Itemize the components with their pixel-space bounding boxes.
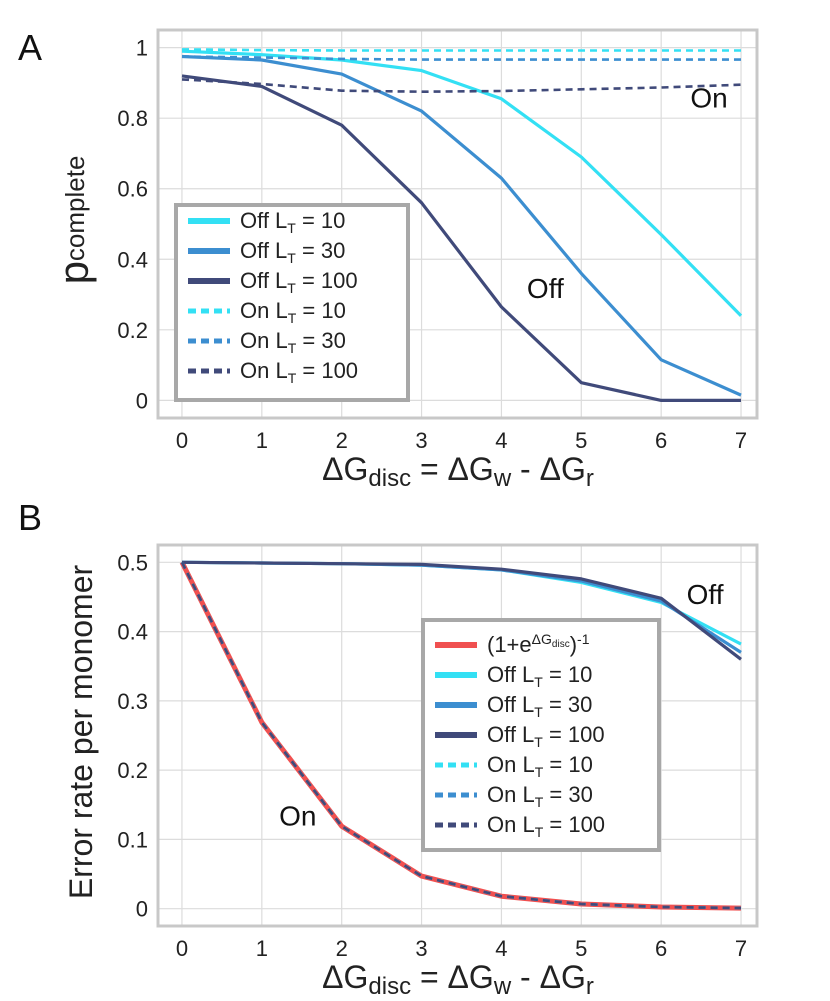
chart-a-series-line — [181, 78, 742, 93]
chart-a-ytick-label: 0.2 — [117, 318, 148, 343]
chart-a-legend — [174, 203, 410, 402]
chart-b-xtick-label: 5 — [575, 936, 587, 961]
chart-b-annotation: On — [279, 801, 316, 832]
chart-a-legend-entry: On LT = 10 — [240, 298, 346, 326]
chart-a-legend-entry: On LT = 30 — [240, 328, 346, 356]
chart-b-ytick-label: 0.4 — [117, 620, 148, 645]
chart-b-series-line — [180, 561, 742, 910]
chart-a-annotation: Off — [527, 273, 564, 304]
chart-b-ytick-label: 0.3 — [117, 689, 148, 714]
chart-a-xlabel: ΔGdisc = ΔGw - ΔGr — [322, 451, 594, 492]
chart-a-xtick-label: 7 — [735, 428, 747, 453]
chart-a-series-line — [181, 49, 743, 317]
chart-a-ylabel: pcomplete — [50, 156, 97, 285]
chart-a-xtick-label: 3 — [415, 428, 427, 453]
chart-b-xtick-label: 2 — [336, 936, 348, 961]
chart-a-series-line — [181, 74, 741, 402]
chart-b-xtick-label: 6 — [655, 936, 667, 961]
chart-a-series-line — [181, 48, 741, 52]
chart-a-series-line — [181, 54, 742, 397]
chart-a-ytick-label: 0.8 — [117, 106, 148, 131]
chart-a-xtick-label: 4 — [495, 428, 507, 453]
chart-a-ytick-label: 0 — [136, 388, 148, 413]
chart-b-xtick-label: 3 — [415, 936, 427, 961]
chart-b-legend-entry: On LT = 100 — [487, 812, 605, 840]
chart-b-xtick-label: 0 — [176, 936, 188, 961]
chart-b-legend-entry: Off LT = 30 — [487, 692, 592, 720]
chart-a-xtick-label: 2 — [336, 428, 348, 453]
chart-a-annotation: On — [690, 83, 727, 114]
chart-a-legend-entry: On LT = 100 — [240, 358, 358, 386]
chart-b-legend-entry: On LT = 30 — [487, 782, 593, 810]
chart-b-xtick-label: 4 — [495, 936, 507, 961]
chart-a-xtick-label: 0 — [176, 428, 188, 453]
chart-a-xtick-label: 6 — [655, 428, 667, 453]
chart-b-xtick-label: 1 — [256, 936, 268, 961]
chart-a-ytick-label: 1 — [136, 36, 148, 61]
chart-b-frame — [156, 543, 759, 928]
chart-b-legend-entry: On LT = 10 — [487, 752, 593, 780]
chart-b-series-line — [181, 560, 742, 661]
chart-a-legend-entry: Off LT = 10 — [240, 208, 345, 236]
panel-letter-a: A — [18, 27, 42, 68]
panel-letter-b: B — [18, 497, 42, 538]
chart-b-ytick-label: 0 — [136, 897, 148, 922]
chart-b-ylabel: Error rate per monomer — [63, 564, 99, 899]
chart-a-xtick-label: 5 — [575, 428, 587, 453]
chart-a-ytick-label: 0.6 — [117, 177, 148, 202]
chart-b-legend-entry: (1+eΔGdisc)-1 — [487, 631, 590, 657]
chart-a-series-line — [181, 55, 741, 61]
chart-b-ytick-label: 0.5 — [117, 550, 148, 575]
chart-b-annotation: Off — [687, 579, 724, 610]
chart-a-frame — [156, 28, 759, 420]
chart-b-xtick-label: 7 — [735, 936, 747, 961]
chart-a-legend-entry: Off LT = 30 — [240, 238, 345, 266]
chart-b-ytick-label: 0.2 — [117, 758, 148, 783]
chart-b-xlabel: ΔGdisc = ΔGw - ΔGr — [322, 959, 594, 1000]
chart-b: 0 1 2 3 4 5 6 7 0 0.1 0.2 0.3 0.4 0.5 Off On (1+eΔGdisc)… — [117, 543, 759, 961]
chart-b-ytick-label: 0.1 — [117, 827, 148, 852]
chart-b-legend-entry: Off LT = 10 — [487, 662, 592, 690]
chart-a-legend-entry: Off LT = 100 — [240, 268, 358, 296]
chart-b-legend-entry: Off LT = 100 — [487, 722, 605, 750]
chart-a-xtick-label: 1 — [256, 428, 268, 453]
chart-a-ytick-label: 0.4 — [117, 247, 148, 272]
